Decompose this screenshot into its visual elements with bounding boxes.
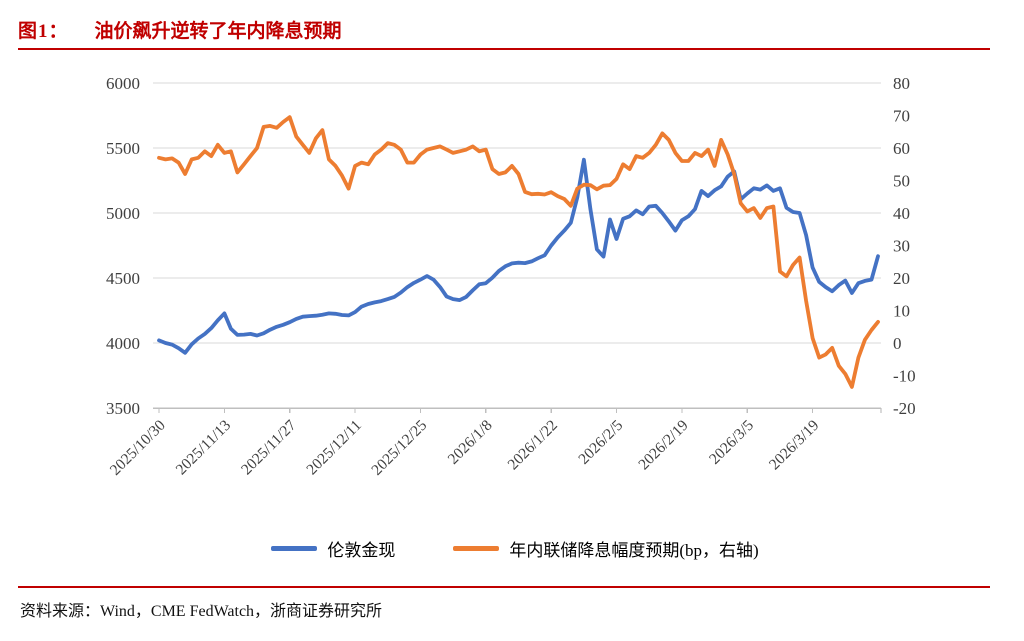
svg-text:2025/12/11: 2025/12/11 [303,417,365,479]
svg-text:2026/2/5: 2026/2/5 [575,417,626,468]
svg-text:10: 10 [893,302,910,321]
svg-text:60: 60 [893,139,910,158]
svg-text:70: 70 [893,107,910,126]
svg-text:50: 50 [893,172,910,191]
orange-line-swatch [453,546,500,551]
figure-title-text: 油价飙升逆转了年内降息预期 [94,21,342,42]
svg-text:4000: 4000 [106,334,140,353]
svg-text:2025/11/27: 2025/11/27 [238,417,300,479]
svg-text:2026/2/19: 2026/2/19 [635,417,692,474]
legend-item-rate-cut: 年内联储降息幅度预期(bp，右轴) [453,536,759,561]
svg-text:80: 80 [893,74,910,93]
source-note: 资料来源：Wind，CME FedWatch，浙商证券研究所 [20,603,383,620]
svg-text:4500: 4500 [106,269,140,288]
figure-title: 图1： 油价飙升逆转了年内降息预期 [18,16,990,43]
svg-text:2025/10/30: 2025/10/30 [107,417,169,479]
svg-text:6000: 6000 [106,74,140,93]
legend-item-gold: 伦敦金现 [271,536,395,561]
title-divider-line [18,48,990,50]
svg-text:5000: 5000 [106,204,140,223]
svg-text:-10: -10 [893,367,916,386]
svg-text:0: 0 [893,334,902,353]
figure-number: 图1： [18,21,69,42]
svg-text:5500: 5500 [106,139,140,158]
svg-text:2026/3/19: 2026/3/19 [766,417,823,474]
legend-label-rate-cut: 年内联储降息幅度预期(bp，右轴) [509,541,759,560]
svg-text:40: 40 [893,204,910,223]
svg-text:3500: 3500 [106,399,140,418]
blue-line-swatch [271,546,318,551]
chart-legend: 伦敦金现 年内联储降息幅度预期(bp，右轴) [150,536,880,561]
svg-text:20: 20 [893,269,910,288]
svg-text:2026/1/22: 2026/1/22 [505,417,561,473]
svg-text:2026/1/8: 2026/1/8 [445,417,496,468]
svg-text:30: 30 [893,237,910,256]
svg-text:2025/11/13: 2025/11/13 [173,417,235,479]
legend-label-gold: 伦敦金现 [327,541,396,560]
footer-divider-line [18,586,990,588]
svg-text:2026/3/5: 2026/3/5 [706,417,757,468]
svg-text:2025/12/25: 2025/12/25 [368,417,430,479]
svg-text:-20: -20 [893,399,916,418]
